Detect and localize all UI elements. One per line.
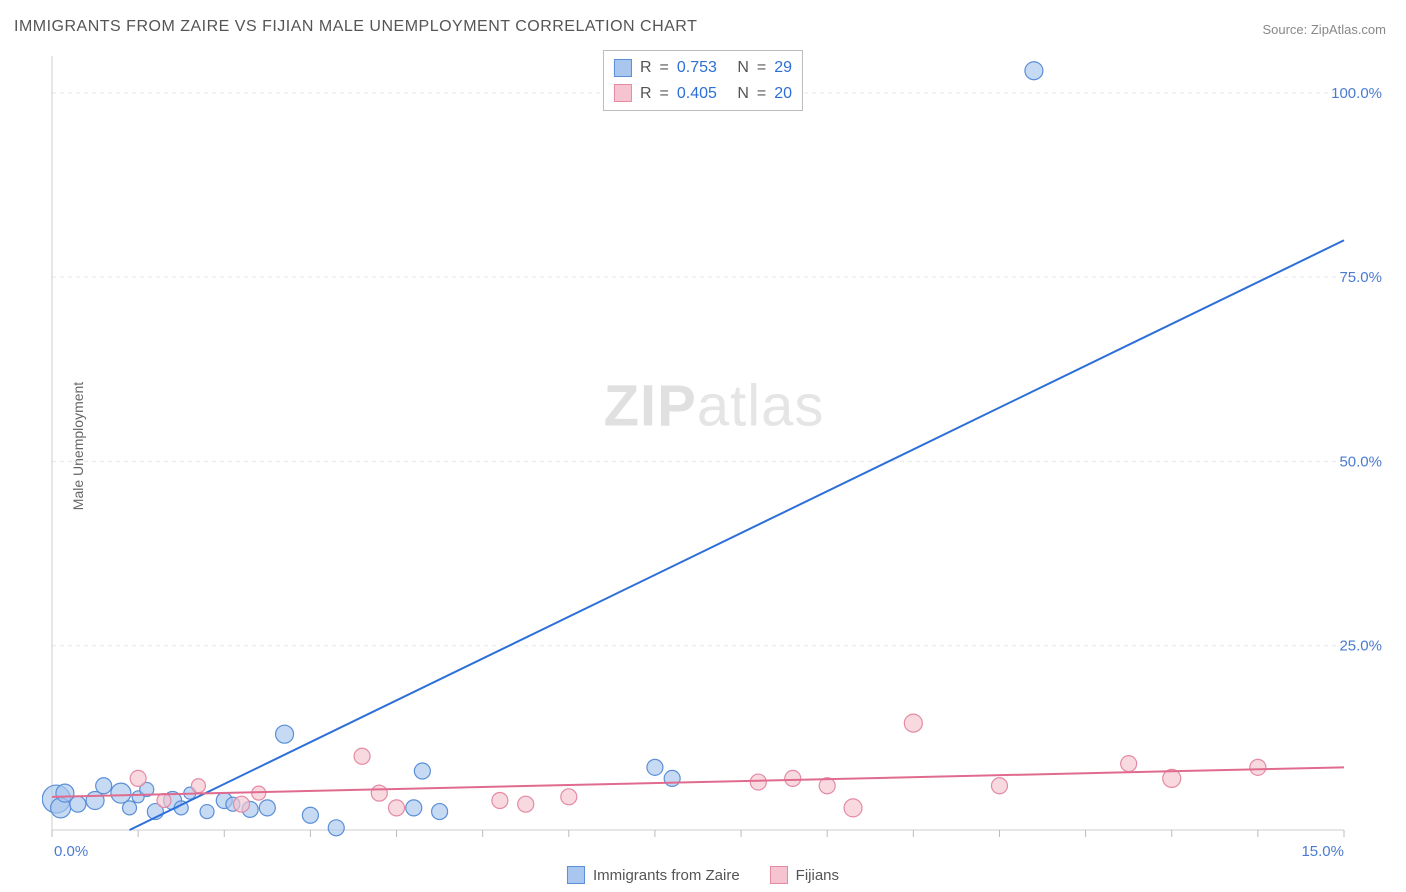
source-prefix: Source: [1262, 22, 1310, 37]
series-legend: Immigrants from Zaire Fijians [567, 866, 839, 884]
x-tick-label: 15.0% [1301, 843, 1344, 860]
regression-line-series-1 [52, 767, 1344, 796]
legend-swatch-1 [614, 59, 632, 77]
regression-line-series-0 [130, 240, 1344, 830]
data-point-series-0 [123, 801, 137, 815]
legend-bottom-swatch-2 [770, 866, 788, 884]
data-point-series-1 [354, 748, 370, 764]
y-tick-label: 25.0% [1339, 638, 1382, 655]
data-point-series-1 [561, 789, 577, 805]
chart-area: 25.0%50.0%75.0%100.0%0.0%15.0% ZIPatlas [42, 48, 1386, 862]
eq: = [660, 81, 669, 107]
legend-item-2: Fijians [770, 866, 839, 884]
data-point-series-0 [1025, 62, 1043, 80]
legend-row-series-2: R = 0.405 N = 20 [614, 81, 792, 107]
data-point-series-1 [157, 794, 171, 808]
r-value-1: 0.753 [677, 55, 717, 81]
data-point-series-1 [518, 796, 534, 812]
data-point-series-0 [432, 804, 448, 820]
legend-swatch-2 [614, 84, 632, 102]
data-point-series-1 [371, 785, 387, 801]
data-point-series-1 [191, 779, 205, 793]
chart-title: IMMIGRANTS FROM ZAIRE VS FIJIAN MALE UNE… [14, 18, 697, 36]
data-point-series-0 [414, 763, 430, 779]
y-tick-label: 50.0% [1339, 453, 1382, 470]
eq: = [660, 55, 669, 81]
data-point-series-1 [904, 714, 922, 732]
data-point-series-0 [70, 796, 86, 812]
data-point-series-1 [1250, 759, 1266, 775]
source-attribution: Source: ZipAtlas.com [1262, 22, 1386, 37]
data-point-series-0 [406, 800, 422, 816]
y-tick-label: 100.0% [1331, 85, 1382, 102]
scatter-chart-svg: 25.0% 50.0% 75.0% 100.0% 0.0% 15.0% [42, 48, 1386, 862]
data-point-series-1 [130, 770, 146, 786]
data-point-series-1 [233, 796, 249, 812]
n-label: N [737, 55, 749, 81]
r-label: R [640, 81, 652, 107]
y-tick-label: 75.0% [1339, 269, 1382, 286]
eq: = [757, 55, 766, 81]
data-point-series-0 [276, 725, 294, 743]
x-tick-label: 0.0% [54, 843, 88, 860]
legend-label-2: Fijians [796, 867, 839, 884]
data-point-series-0 [96, 778, 112, 794]
r-value-2: 0.405 [677, 81, 717, 107]
r-label: R [640, 55, 652, 81]
data-point-series-0 [302, 807, 318, 823]
data-point-series-1 [389, 800, 405, 816]
data-point-series-1 [750, 774, 766, 790]
data-point-series-0 [86, 792, 104, 810]
legend-bottom-swatch-1 [567, 866, 585, 884]
data-point-series-1 [1121, 756, 1137, 772]
data-point-series-0 [647, 759, 663, 775]
legend-item-1: Immigrants from Zaire [567, 866, 740, 884]
correlation-legend: R = 0.753 N = 29 R = 0.405 N = 20 [603, 50, 803, 111]
data-point-series-0 [200, 805, 214, 819]
data-point-series-1 [785, 770, 801, 786]
data-point-series-0 [328, 820, 344, 836]
legend-row-series-1: R = 0.753 N = 29 [614, 55, 792, 81]
n-value-1: 29 [774, 55, 792, 81]
n-label: N [737, 81, 749, 107]
data-point-series-1 [492, 793, 508, 809]
data-point-series-1 [844, 799, 862, 817]
data-point-series-0 [664, 770, 680, 786]
data-point-series-1 [991, 778, 1007, 794]
eq: = [757, 81, 766, 107]
data-point-series-0 [259, 800, 275, 816]
legend-label-1: Immigrants from Zaire [593, 867, 740, 884]
source-link[interactable]: ZipAtlas.com [1311, 22, 1386, 37]
data-point-series-0 [111, 783, 131, 803]
n-value-2: 20 [774, 81, 792, 107]
